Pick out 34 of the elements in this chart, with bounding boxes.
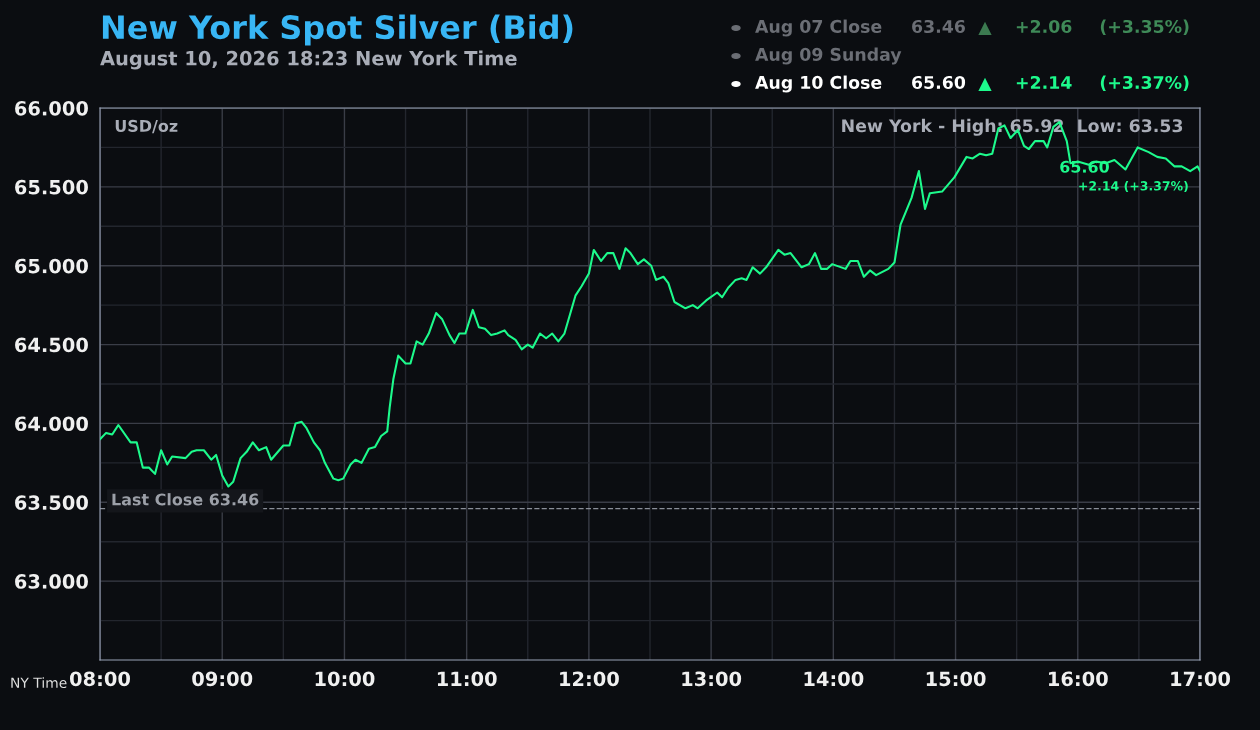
text: +2.14 [1016,75,1072,89]
x-tick-label: 10:00 [315,671,375,687]
y-tick-label: 63.500 [15,495,88,510]
text: ▲ [978,21,992,35]
y-tick-label: 63.000 [15,574,88,589]
text: +2.06 [1016,19,1072,34]
chart-subtitle: August 10, 2026 18:23 New York Time [100,50,517,70]
annotation: USD/oz [115,119,178,134]
x-tick-label: 13:00 [682,671,742,687]
x-axis-title: NY Time [11,677,67,689]
x-tick-label: 17:00 [1171,671,1231,687]
x-tick-label: 08:00 [69,671,131,687]
ref-line-label: Last Close 63.46 [112,493,259,506]
text: (+3.37%) [1100,75,1189,92]
text: Aug 10 Close [755,75,882,93]
x-tick-label: 09:00 [192,671,253,687]
text: 63.46 [912,19,965,34]
y-tick-label: 66.000 [15,100,88,116]
annotation: +2.14 (+3.37%) [1079,180,1188,193]
x-tick-label: 11:00 [437,671,497,687]
text: Aug 07 Close [755,19,882,37]
chart-title: New York Spot Silver (Bid) [102,14,573,46]
text: Aug 09 Sunday [755,47,902,65]
y-tick-label: 64.500 [15,337,88,353]
x-tick-label: 14:00 [804,671,864,687]
x-tick-label: 15:00 [926,671,986,687]
y-tick-label: 65.500 [15,179,88,195]
x-tick-label: 12:00 [560,671,619,687]
y-tick-label: 65.000 [15,258,88,274]
y-tick-label: 64.000 [15,416,88,432]
text: ▲ [978,77,992,91]
text: 65.60 [912,75,966,90]
text: (+3.35%) [1100,19,1189,36]
x-tick-label: 16:00 [1049,671,1108,687]
